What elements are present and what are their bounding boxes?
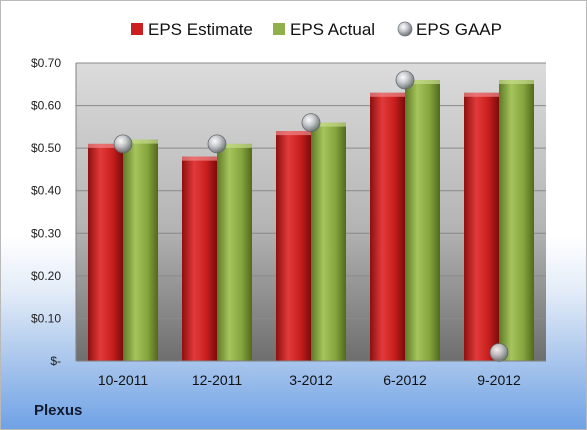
- x-tick-label: 9-2012: [477, 372, 521, 388]
- x-tick-label: 3-2012: [289, 372, 333, 388]
- legend-label: EPS Actual: [290, 20, 375, 39]
- y-tick-label: $0.50: [31, 141, 61, 155]
- legend-swatch: [273, 23, 285, 35]
- legend-swatch: [131, 23, 143, 35]
- estimate-bar: [464, 92, 499, 362]
- bar-top-highlight: [311, 122, 346, 127]
- y-tick-label: $0.20: [31, 269, 61, 283]
- legend-label: EPS Estimate: [148, 20, 253, 39]
- estimate-bar: [182, 156, 217, 361]
- gaap-markers: [113, 70, 509, 362]
- gaap-marker: [301, 113, 321, 132]
- y-tick-label: $0.60: [31, 99, 61, 113]
- actual-bar: [311, 122, 346, 361]
- actual-bar: [405, 80, 440, 362]
- bar-top-highlight: [499, 80, 534, 85]
- bar-top-highlight: [405, 80, 440, 85]
- bar-top-highlight: [276, 131, 311, 136]
- legend-swatch: [397, 21, 413, 37]
- x-tick-label: 10-2011: [98, 372, 149, 388]
- bar-top-highlight: [182, 156, 217, 161]
- y-tick-label: $0.70: [31, 56, 61, 70]
- x-tick-label: 6-2012: [383, 372, 427, 388]
- legend: EPS Estimate EPS Actual EPS GAAP: [131, 20, 502, 39]
- bar-top-highlight: [217, 143, 252, 148]
- y-tick-label: $0.40: [31, 184, 61, 198]
- gaap-marker: [489, 343, 509, 362]
- gaap-marker: [113, 134, 133, 154]
- actual-bar: [123, 139, 158, 361]
- estimate-bar: [88, 143, 123, 361]
- y-tick-label: $0.30: [31, 226, 61, 240]
- gaap-marker: [207, 134, 227, 154]
- estimate-bar: [276, 131, 311, 361]
- company-name: Plexus: [34, 402, 83, 419]
- actual-bar: [217, 143, 252, 361]
- estimate-bar: [370, 92, 405, 362]
- y-tick-label: $0.10: [31, 311, 61, 325]
- bar-top-highlight: [123, 139, 158, 144]
- bar-top-highlight: [370, 92, 405, 97]
- actual-bar: [499, 80, 534, 362]
- legend-label: EPS GAAP: [416, 20, 502, 39]
- x-tick-label: 12-2011: [192, 372, 243, 388]
- y-tick-label: $-: [50, 354, 61, 368]
- bars: [88, 80, 534, 362]
- x-axis-ticks: 10-2011 12-2011 3-2012 6-2012 9-2012: [98, 372, 521, 388]
- gaap-marker: [395, 70, 415, 90]
- bar-top-highlight: [88, 143, 123, 148]
- y-axis-ticks: $- $0.10 $0.20 $0.30 $0.40 $0.50 $0.60 $0.70: [31, 56, 61, 368]
- bar-top-highlight: [464, 92, 499, 97]
